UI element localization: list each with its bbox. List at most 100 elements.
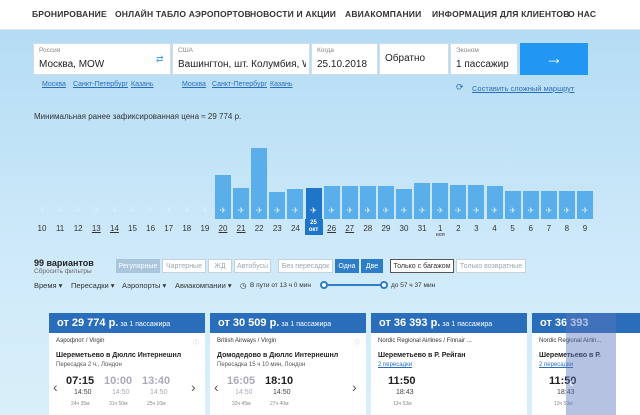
passengers-field[interactable]: Эконом 1 пассажир xyxy=(450,43,518,75)
chevron-left-icon[interactable]: ‹ xyxy=(53,379,58,395)
date-label[interactable]: 15 xyxy=(128,224,137,233)
date-label[interactable]: 21 xyxy=(236,224,246,233)
date-label[interactable]: 24 xyxy=(290,224,300,233)
departure-time[interactable]: 18:10 xyxy=(265,375,294,387)
date-label[interactable]: 31 xyxy=(417,224,427,233)
price-bar[interactable] xyxy=(486,186,503,219)
nav-booking[interactable]: БРОНИРОВАНИЕ xyxy=(32,9,107,19)
date-label[interactable]: 11 xyxy=(55,224,65,233)
price-bar[interactable] xyxy=(414,183,431,219)
filter-airlines[interactable]: Авиакомпании ▾ xyxy=(175,281,232,290)
price-bar[interactable] xyxy=(558,191,575,219)
date-label[interactable]: 2 xyxy=(456,224,461,233)
departure-time[interactable]: 11:50 xyxy=(388,375,416,387)
chip-two-stops[interactable]: Две xyxy=(361,259,383,273)
return-field[interactable]: Обратно xyxy=(379,43,449,75)
price-bar[interactable] xyxy=(450,185,467,219)
chevron-left-icon[interactable]: ‹ xyxy=(569,374,574,390)
date-label[interactable]: 30 xyxy=(399,224,409,233)
quick-to-spb[interactable]: Санкт-Петербург xyxy=(212,81,267,88)
price-bar[interactable] xyxy=(323,186,340,219)
duration-slider[interactable] xyxy=(324,284,386,286)
chip-rail[interactable]: ЖД xyxy=(208,259,232,273)
departure-time[interactable]: 11:50 xyxy=(549,375,577,387)
flight-card[interactable]: от 30 509 р. за 1 пассажира British Airw… xyxy=(210,313,366,415)
price-bar[interactable] xyxy=(540,191,557,219)
nav-news[interactable]: НОВОСТИ И АКЦИИ xyxy=(250,9,337,19)
date-label[interactable]: 16 xyxy=(146,224,156,233)
date-label[interactable]: 20 xyxy=(218,224,228,233)
date-label[interactable]: 1 xyxy=(437,224,443,233)
price-bar[interactable] xyxy=(468,185,485,219)
date-label[interactable]: 29 xyxy=(381,224,391,233)
filter-airports[interactable]: Аэропорты ▾ xyxy=(122,281,167,290)
slider-knob-max[interactable] xyxy=(380,281,388,289)
filter-transfers[interactable]: Пересадки ▾ xyxy=(71,281,115,290)
date-label[interactable]: 4 xyxy=(492,224,497,233)
nav-client-info[interactable]: ИНФОРМАЦИЯ ДЛЯ КЛИЕНТОВ xyxy=(432,9,570,19)
flight-card[interactable]: от 29 774 р. за 1 пассажира Аэрофлот / V… xyxy=(49,313,205,415)
nav-airlines[interactable]: АВИАКОМПАНИИ xyxy=(345,9,422,19)
date-label[interactable]: 3 xyxy=(474,224,479,233)
search-button[interactable]: → xyxy=(520,43,588,75)
date-field[interactable]: Когда 25.10.2018 xyxy=(311,43,378,75)
to-field[interactable]: США Вашингтон, шт. Колумбия, W... xyxy=(172,43,310,75)
price-bar[interactable] xyxy=(269,192,286,219)
date-label[interactable]: 13 xyxy=(91,224,101,233)
date-label[interactable]: 19 xyxy=(200,224,210,233)
chevron-right-icon[interactable]: › xyxy=(191,379,196,395)
date-label[interactable]: 26 xyxy=(327,224,337,233)
departure-time[interactable]: 16:05 xyxy=(227,375,256,387)
date-label[interactable]: 10 xyxy=(37,224,47,233)
nav-airport-board[interactable]: ОНЛАЙН ТАБЛО АЭРОПОРТОВ xyxy=(115,9,251,19)
price-bar[interactable] xyxy=(522,191,539,219)
date-label[interactable]: 23 xyxy=(272,224,282,233)
price-bar[interactable] xyxy=(359,186,376,219)
date-label[interactable]: 17 xyxy=(164,224,174,233)
date-label[interactable]: 18 xyxy=(182,224,192,233)
reset-filters-link[interactable]: Сбросить фильтры xyxy=(34,268,92,275)
price-bar[interactable] xyxy=(432,183,449,219)
date-label[interactable]: 8 xyxy=(564,224,570,233)
price-bar[interactable] xyxy=(396,189,412,219)
chip-nonstop[interactable]: Без пересадок xyxy=(278,259,333,273)
date-label[interactable]: 25 окт xyxy=(304,219,323,235)
date-label[interactable]: 12 xyxy=(73,224,83,233)
date-label[interactable]: 9 xyxy=(582,224,588,233)
quick-from-kazan[interactable]: Казань xyxy=(131,81,154,88)
date-label[interactable]: 27 xyxy=(345,224,355,233)
complex-route-link[interactable]: Составить сложный маршрут xyxy=(472,84,575,93)
scroll-next-overlay[interactable] xyxy=(566,313,616,415)
price-bar[interactable] xyxy=(233,188,250,219)
card-transfer[interactable]: 2 пересадки xyxy=(378,362,413,368)
chevron-left-icon[interactable]: ‹ xyxy=(214,379,219,395)
quick-from-moscow[interactable]: Москва xyxy=(42,81,66,88)
swap-icon[interactable]: ⇄ xyxy=(156,54,164,64)
chevron-right-icon[interactable]: › xyxy=(352,379,357,395)
quick-to-moscow[interactable]: Москва xyxy=(182,81,206,88)
from-field[interactable]: Россия Москва, MOW xyxy=(33,43,171,75)
price-bar[interactable] xyxy=(251,148,268,219)
date-label[interactable]: 6 xyxy=(528,224,533,233)
card-transfer[interactable]: 2 пересадки xyxy=(539,362,574,368)
date-label[interactable]: 7 xyxy=(546,224,552,233)
nav-about[interactable]: О НАС xyxy=(568,9,597,19)
price-bar[interactable] xyxy=(377,186,394,219)
price-bar[interactable] xyxy=(341,186,358,219)
chip-charter[interactable]: Чартерные xyxy=(162,259,206,273)
chip-baggage-only[interactable]: Только с багажом xyxy=(390,259,454,273)
complex-route-icon[interactable]: ⟳ xyxy=(456,82,464,92)
filter-time[interactable]: Время ▾ xyxy=(34,281,63,290)
date-label[interactable]: 28 xyxy=(363,224,373,233)
quick-from-spb[interactable]: Санкт-Петербург xyxy=(73,81,128,88)
flight-card[interactable]: от 36 393 Nordic Regional Airlin... Шере… xyxy=(532,313,640,415)
chip-regular[interactable]: Регулярные xyxy=(116,259,160,273)
chip-bus[interactable]: Автобусы xyxy=(234,259,271,273)
date-label[interactable]: 14 xyxy=(109,224,119,233)
price-bar[interactable] xyxy=(577,191,593,219)
price-bar[interactable] xyxy=(215,175,231,219)
flight-card[interactable]: от 36 393 р. за 1 пассажира Nordic Regio… xyxy=(371,313,527,415)
date-label[interactable]: 5 xyxy=(510,224,515,233)
departure-time[interactable]: 07:15 xyxy=(66,375,95,387)
departure-time[interactable]: 10:00 xyxy=(104,375,133,387)
